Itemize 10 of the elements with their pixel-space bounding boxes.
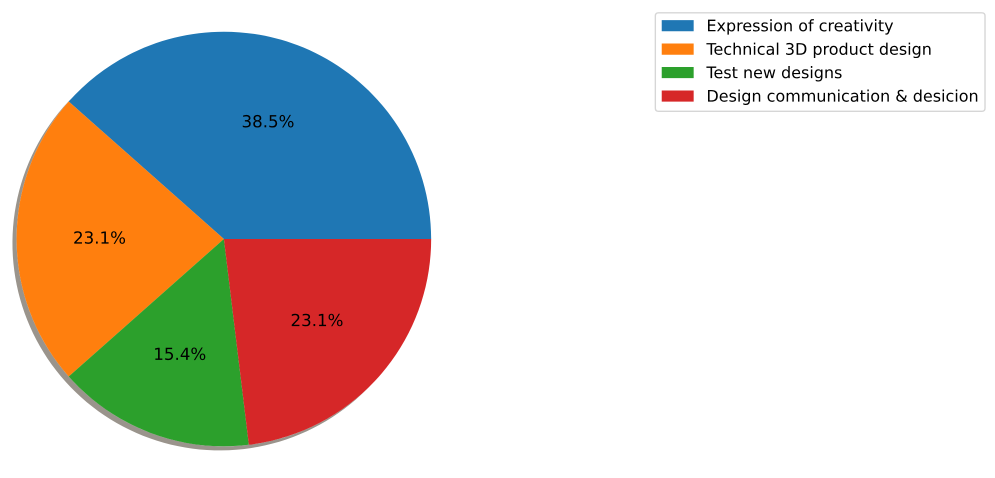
legend-label: Technical 3D product design <box>706 42 931 58</box>
data-label: 23.1% <box>292 314 343 326</box>
legend-label: Test new designs <box>706 66 842 82</box>
pie-slice <box>224 239 432 445</box>
data-label: 15.4% <box>155 348 206 360</box>
data-label: 23.1% <box>74 231 126 244</box>
legend-label: Expression of creativity <box>708 19 894 35</box>
pie-slice <box>16 102 224 376</box>
data-label: 38.5% <box>242 114 294 128</box>
legend-label: Design communication & desicion <box>708 89 978 105</box>
